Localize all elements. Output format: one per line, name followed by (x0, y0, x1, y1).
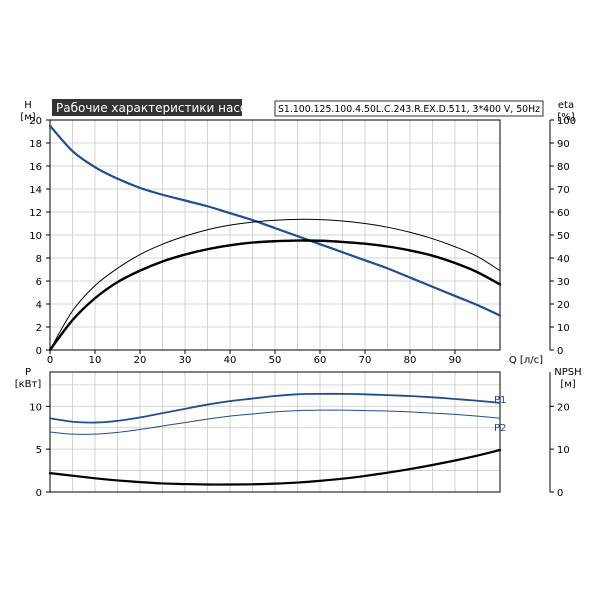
top-x-tick-label: 50 (269, 355, 282, 366)
top-y2-tick-label: 80 (557, 162, 570, 173)
npsh-axis-unit: [м] (560, 379, 575, 390)
top-x-tick-label: 10 (89, 355, 102, 366)
top-y2-tick-label: 0 (557, 346, 563, 357)
bottom-y-tick-label: 5 (36, 445, 42, 456)
top-ticks: 0 2 4 6 8 10 12 14 16 18 20 0 10 20 30 40 50 60 70 80 90 100 0… (29, 116, 576, 366)
bottom-y-tick-label: 10 (29, 402, 42, 413)
top-x-tick-label: 20 (134, 355, 147, 366)
top-grid (50, 120, 500, 350)
top-y2-tick-label: 90 (557, 139, 570, 150)
p2-series-label: P2 (494, 423, 506, 434)
top-x-tick-label: 70 (359, 355, 372, 366)
title-box (52, 99, 242, 116)
top-y-tick-label: 18 (29, 139, 42, 150)
bottom-y2-tick-label: 0 (557, 488, 563, 499)
bottom-series-p1-line (49, 392, 501, 424)
top-y-tick-label: 8 (36, 254, 42, 265)
top-x-tick-label: 30 (179, 355, 192, 366)
chart-title: Рабочие характеристики насоса (56, 101, 261, 115)
bottom-series-p2-line (49, 409, 501, 435)
top-series (48, 124, 502, 352)
top-y2-tick-label: 60 (557, 208, 570, 219)
model-box (274, 100, 544, 117)
y-axis-label: H (24, 100, 32, 111)
top-y-tick-label: 20 (29, 116, 42, 127)
bottom-ticks: 0 5 10 0 10 20 (29, 372, 570, 499)
bottom-y-tick-label: 0 (36, 488, 42, 499)
top-x-tick-label: 80 (404, 355, 417, 366)
top-x-tick-label: 0 (47, 355, 53, 366)
y-axis-unit: [м] (20, 112, 35, 123)
top-y2-tick-label: 10 (557, 323, 570, 334)
p-axis-label: P (25, 367, 31, 378)
bottom-series (48, 392, 502, 486)
y2-axis-label: eta (558, 100, 574, 111)
top-y2-tick-label: 100 (557, 116, 576, 127)
top-x-tick-label: 90 (449, 355, 462, 366)
top-series-h-line (48, 124, 502, 317)
p1-series-label: P1 (494, 395, 506, 406)
top-y-tick-label: 2 (36, 323, 42, 334)
top-series-eta2-line (49, 218, 501, 351)
top-y2-tick-label: 20 (557, 300, 570, 311)
top-series-eta1-line (48, 239, 502, 352)
bottom-grid (50, 372, 500, 492)
p-axis-unit: [кВт] (15, 379, 42, 390)
top-y-tick-label: 12 (29, 208, 42, 219)
x-axis-label: Q [л/с] (509, 355, 543, 366)
chart-subtitle: S1.100.125.100.4.50L.C.243.R.EX.D.511, 3… (278, 104, 540, 115)
top-y2-tick-label: 50 (557, 231, 570, 242)
top-y-tick-label: 10 (29, 231, 42, 242)
top-x-tick-label: 40 (224, 355, 237, 366)
top-y-tick-label: 0 (36, 346, 42, 357)
bottom-y2-tick-label: 10 (557, 445, 570, 456)
top-y2-tick-label: 30 (557, 277, 570, 288)
top-y-tick-label: 4 (36, 300, 42, 311)
npsh-axis-label: NPSH (554, 367, 581, 378)
y2-axis-unit: [%] (557, 112, 574, 123)
bottom-series-npsh-line (48, 448, 502, 486)
top-y2-tick-label: 40 (557, 254, 570, 265)
top-y-tick-label: 14 (29, 185, 42, 196)
top-y-tick-label: 6 (36, 277, 42, 288)
bottom-y2-tick-label: 20 (557, 402, 570, 413)
top-y2-tick-label: 70 (557, 185, 570, 196)
top-y-tick-label: 16 (29, 162, 42, 173)
top-x-tick-label: 60 (314, 355, 327, 366)
